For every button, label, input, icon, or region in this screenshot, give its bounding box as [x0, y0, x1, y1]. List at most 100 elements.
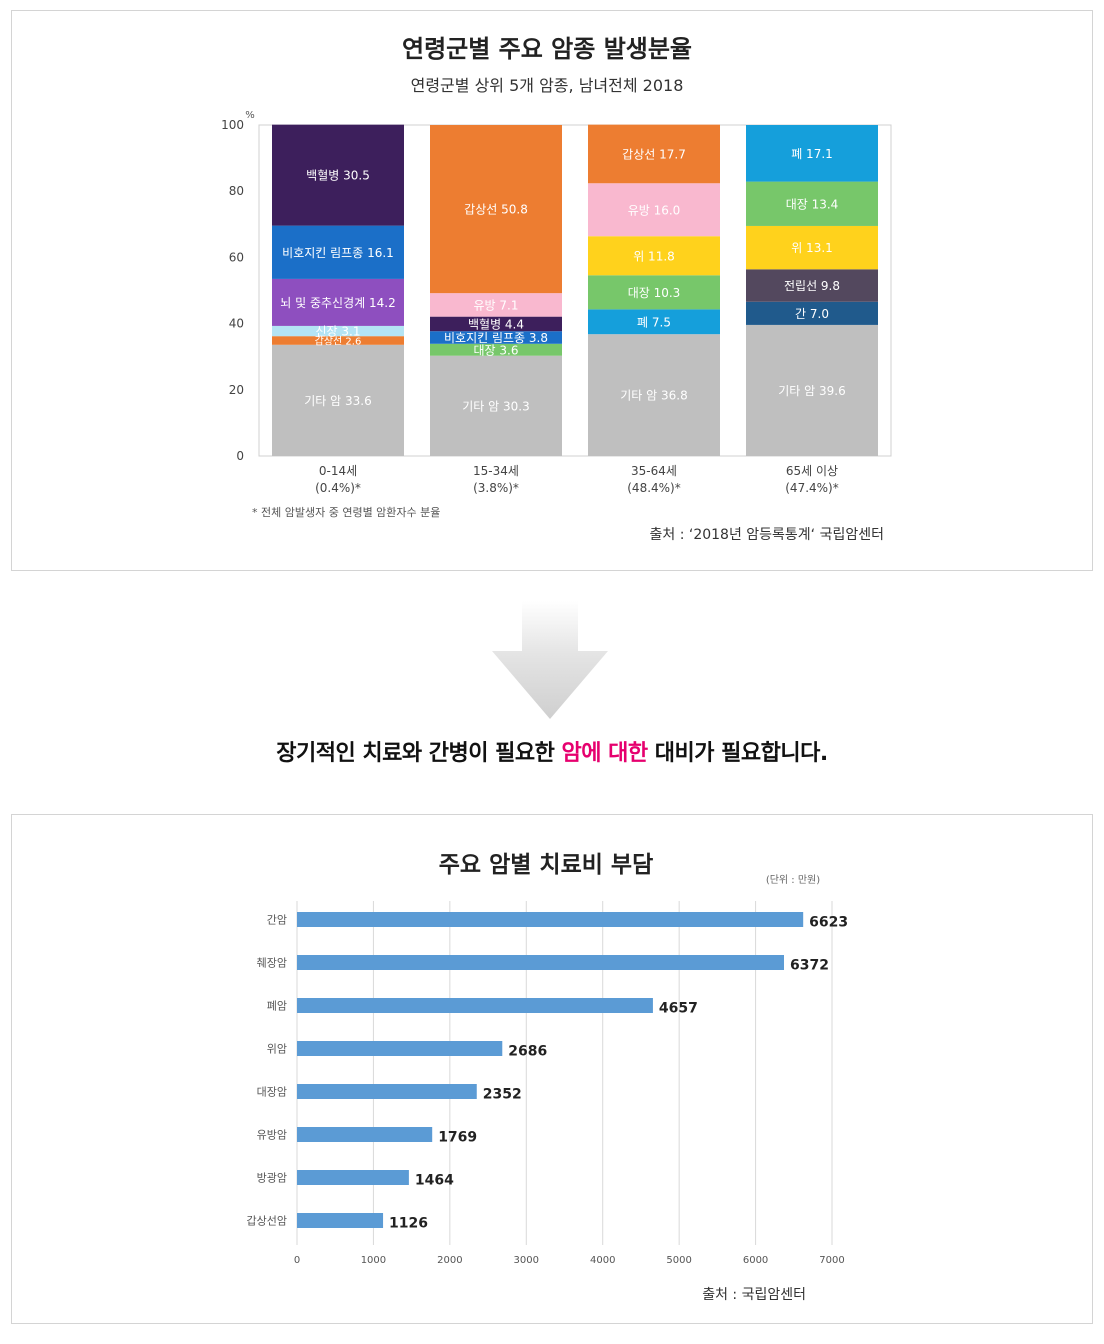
bar-segment	[746, 125, 878, 182]
bar-segment	[430, 343, 562, 356]
bar-segment	[272, 344, 404, 456]
bar-segment	[430, 355, 562, 456]
plot-frame	[258, 124, 892, 457]
y-category-label: 갑상선암	[247, 1215, 287, 1228]
source-note: 출처 : ‘2018년 암등록통계‘ 국립암센터	[650, 527, 885, 543]
x-axis-labels: 0-14세 (0.4%)* 15-34세 (3.8%)* 35-64세 (48.4%)* 6…	[315, 464, 839, 495]
bar-segment	[272, 336, 404, 345]
bar-segment	[588, 236, 720, 276]
bar-segment	[430, 331, 562, 344]
y-tick-label: 60	[229, 250, 244, 264]
x-tick-label: 0	[294, 1255, 300, 1266]
y-tick-label: 0	[236, 449, 244, 463]
bar-segment	[430, 316, 562, 332]
bars: 간암 6623 췌장암 6372 폐암 4657 위암 2686 대장암 2352 유방암 1769 방…	[247, 912, 848, 1232]
x-tick-label: 4000	[590, 1255, 615, 1266]
x-tick-label: 1000	[361, 1255, 386, 1266]
segment-label: 비호지킨 림프종 16.1	[282, 246, 394, 260]
bar-segment	[430, 293, 562, 317]
horizontal-bar-chart: 주요 암별 치료비 부담 (단위 : 만원) 간암 6623 췌장암 6372 폐암 46…	[247, 852, 849, 1303]
bar-value-label: 6623	[809, 915, 848, 931]
bar-segment	[272, 124, 404, 226]
segment-label: 기타 암 30.3	[462, 399, 529, 413]
bar-segment	[272, 278, 404, 326]
segment-label: 신장 3.1	[316, 325, 361, 339]
x-category-share: (47.4%)*	[785, 481, 838, 495]
bar	[297, 1041, 503, 1056]
bar-value-label: 1464	[415, 1173, 454, 1189]
y-category-label: 유방암	[257, 1129, 287, 1142]
chart-subtitle: 연령군별 상위 5개 암종, 남녀전체 2018	[411, 76, 684, 95]
segment-label: 유방 16.0	[628, 203, 681, 217]
segment-label: 위 11.8	[633, 249, 675, 263]
bar	[297, 1084, 477, 1099]
segment-label: 폐 7.5	[637, 315, 671, 329]
x-tick-label: 2000	[437, 1255, 462, 1266]
segment-label: 기타 암 36.8	[620, 389, 687, 403]
x-category-label: 35-64세	[631, 464, 677, 478]
x-tick-label: 3000	[514, 1255, 539, 1266]
stacked-bar-chart: 연령군별 주요 암종 발생분율 연령군별 상위 5개 암종, 남녀전체 2018…	[221, 35, 892, 543]
bar-segment	[588, 124, 720, 184]
x-category-label: 65세 이상	[786, 464, 838, 478]
y-category-label: 대장암	[257, 1086, 287, 1099]
y-tick-label: 80	[229, 184, 244, 198]
source-note: 출처 : 국립암센터	[702, 1287, 806, 1303]
segment-label: 유방 7.1	[474, 298, 519, 312]
x-category-share: (48.4%)*	[627, 481, 680, 495]
bar-segment	[588, 183, 720, 237]
segment-label: 기타 암 33.6	[304, 394, 371, 408]
segment-label: 백혈병 30.5	[306, 169, 370, 183]
grid-lines	[296, 901, 833, 1245]
plot-border	[258, 124, 892, 457]
bar-value-label: 1769	[438, 1130, 477, 1146]
bar-segment	[588, 275, 720, 310]
headline-highlight: 암에 대한	[561, 741, 649, 766]
bar-segment	[272, 225, 404, 279]
headline-text-end: 대비가 필요합니다.	[647, 741, 828, 766]
chart-title: 연령군별 주요 암종 발생분율	[402, 35, 692, 63]
segment-label: 갑상선 50.8	[464, 203, 528, 217]
segment-label: 갑상선 2.6	[315, 335, 362, 347]
bar-segment	[746, 324, 878, 456]
segment-label: 간 7.0	[795, 307, 829, 321]
bar	[297, 1127, 433, 1142]
x-tick-label: 7000	[819, 1255, 844, 1266]
segment-label: 폐 17.1	[791, 147, 833, 161]
y-category-label: 간암	[267, 914, 287, 927]
chart-panel-incidence: 연령군별 주요 암종 발생분율 연령군별 상위 5개 암종, 남녀전체 2018…	[11, 10, 1093, 571]
segment-label: 백혈병 4.4	[468, 317, 524, 331]
footnote: * 전체 암발생자 중 연령별 암환자수 분율	[252, 506, 440, 519]
segment-label: 뇌 및 중추신경계 14.2	[280, 296, 395, 310]
y-tick-label: 40	[229, 317, 244, 331]
x-tick-label: 6000	[743, 1255, 768, 1266]
y-tick-label: 20	[229, 383, 244, 397]
bar-value-label: 6372	[790, 958, 829, 974]
y-axis-ticks: 0 20 40 60 80 100	[221, 118, 244, 463]
segment-label: 비호지킨 림프종 3.8	[444, 331, 548, 345]
bar-stacks: 기타 암 33.6 갑상선 2.6신장 3.1 뇌 및 중추신경계 14.2 비호지킨…	[272, 124, 878, 456]
bar-segment	[746, 225, 878, 270]
headline: 장기적인 치료와 간병이 필요한 암에 대한 대비가 필요합니다.	[0, 735, 1104, 767]
headline-text: 장기적인 치료와 간병이 필요한	[276, 741, 562, 766]
down-arrow-icon	[492, 601, 608, 719]
x-tick-label: 5000	[666, 1255, 691, 1266]
bar-value-label: 2686	[508, 1044, 547, 1060]
x-category-label: 15-34세	[473, 464, 519, 478]
y-category-label: 방광암	[257, 1172, 287, 1185]
segment-label: 대장 13.4	[786, 197, 839, 211]
y-category-label: 위암	[267, 1043, 287, 1056]
bar	[297, 1170, 409, 1185]
bar-segment	[746, 301, 878, 325]
bar-segment	[588, 309, 720, 335]
x-category-label: 0-14세	[319, 464, 357, 478]
bar-value-label: 1126	[389, 1216, 428, 1232]
y-category-label: 췌장암	[257, 957, 287, 970]
bar	[297, 1213, 384, 1228]
unit-label: (단위 : 만원)	[766, 873, 820, 886]
chart-panel-cost: 주요 암별 치료비 부담 (단위 : 만원) 간암 6623 췌장암 6372 폐암 46…	[11, 814, 1093, 1324]
bar-segment	[746, 269, 878, 302]
y-tick-label: 100	[221, 118, 244, 132]
segment-label: 대장 3.6	[474, 343, 519, 357]
bar-segment	[588, 334, 720, 456]
